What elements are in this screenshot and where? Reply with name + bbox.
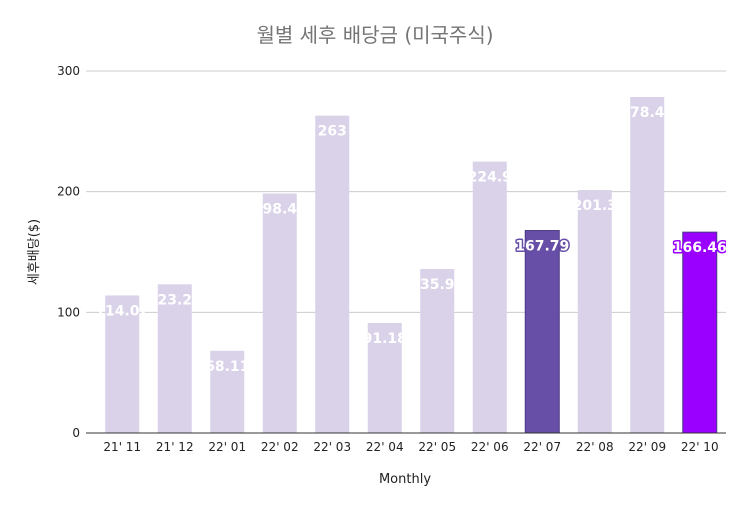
bar (682, 231, 718, 434)
bar (315, 115, 350, 433)
x-tick-label: 22' 03 (313, 440, 351, 454)
data-label: 114.02 (95, 303, 149, 319)
bar (367, 322, 402, 433)
data-label: 201.3 (573, 198, 617, 214)
bar (577, 190, 612, 433)
bar (472, 161, 507, 433)
data-label: 135.94 (410, 277, 464, 293)
x-tick-label: 22' 05 (418, 440, 456, 454)
x-tick-label: 22' 06 (471, 440, 509, 454)
x-tick-label: 22' 04 (366, 440, 404, 454)
bar (210, 350, 245, 433)
x-axis-label: Monthly (379, 472, 431, 487)
bar (524, 230, 560, 434)
chart-title: 월별 세후 배당금 (미국주식) (256, 23, 493, 47)
y-tick-label: 0 (72, 426, 80, 440)
x-tick-label: 22' 07 (523, 440, 561, 454)
bar (105, 295, 140, 433)
data-label: 123.22 (148, 292, 202, 308)
x-tick-label: 22' 02 (261, 440, 299, 454)
data-label: 224.9 (468, 170, 512, 186)
x-tick-label: 22' 08 (576, 440, 614, 454)
x-tick-label: 22' 01 (208, 440, 246, 454)
data-label: 263 (318, 124, 347, 140)
bar (420, 268, 455, 433)
x-tick-label: 22' 09 (628, 440, 666, 454)
x-axis-ticks: 21' 11 21' 12 22' 01 22' 02 22' 03 22' 04 22' … (103, 440, 718, 454)
bars (105, 96, 718, 434)
data-label: 278.46 (620, 105, 674, 121)
x-tick-label: 22' 10 (681, 440, 719, 454)
gridlines (86, 70, 726, 313)
data-label: 166.46 (673, 240, 727, 256)
bar (157, 284, 192, 433)
data-label: 68.11 (205, 359, 249, 375)
data-label: 167.79 (515, 239, 569, 255)
y-tick-label: 300 (57, 64, 80, 78)
data-label: 91.18 (363, 331, 407, 347)
y-tick-label: 100 (57, 305, 80, 319)
y-axis-label: 세후배당($) (27, 219, 42, 285)
data-label: 198.45 (253, 202, 307, 218)
x-tick-label: 21' 12 (156, 440, 194, 454)
y-axis-ticks: 0 100 200 300 (57, 64, 80, 440)
bar (630, 96, 665, 433)
bar (262, 193, 297, 433)
y-tick-label: 200 (57, 185, 80, 199)
x-tick-label: 21' 11 (103, 440, 141, 454)
